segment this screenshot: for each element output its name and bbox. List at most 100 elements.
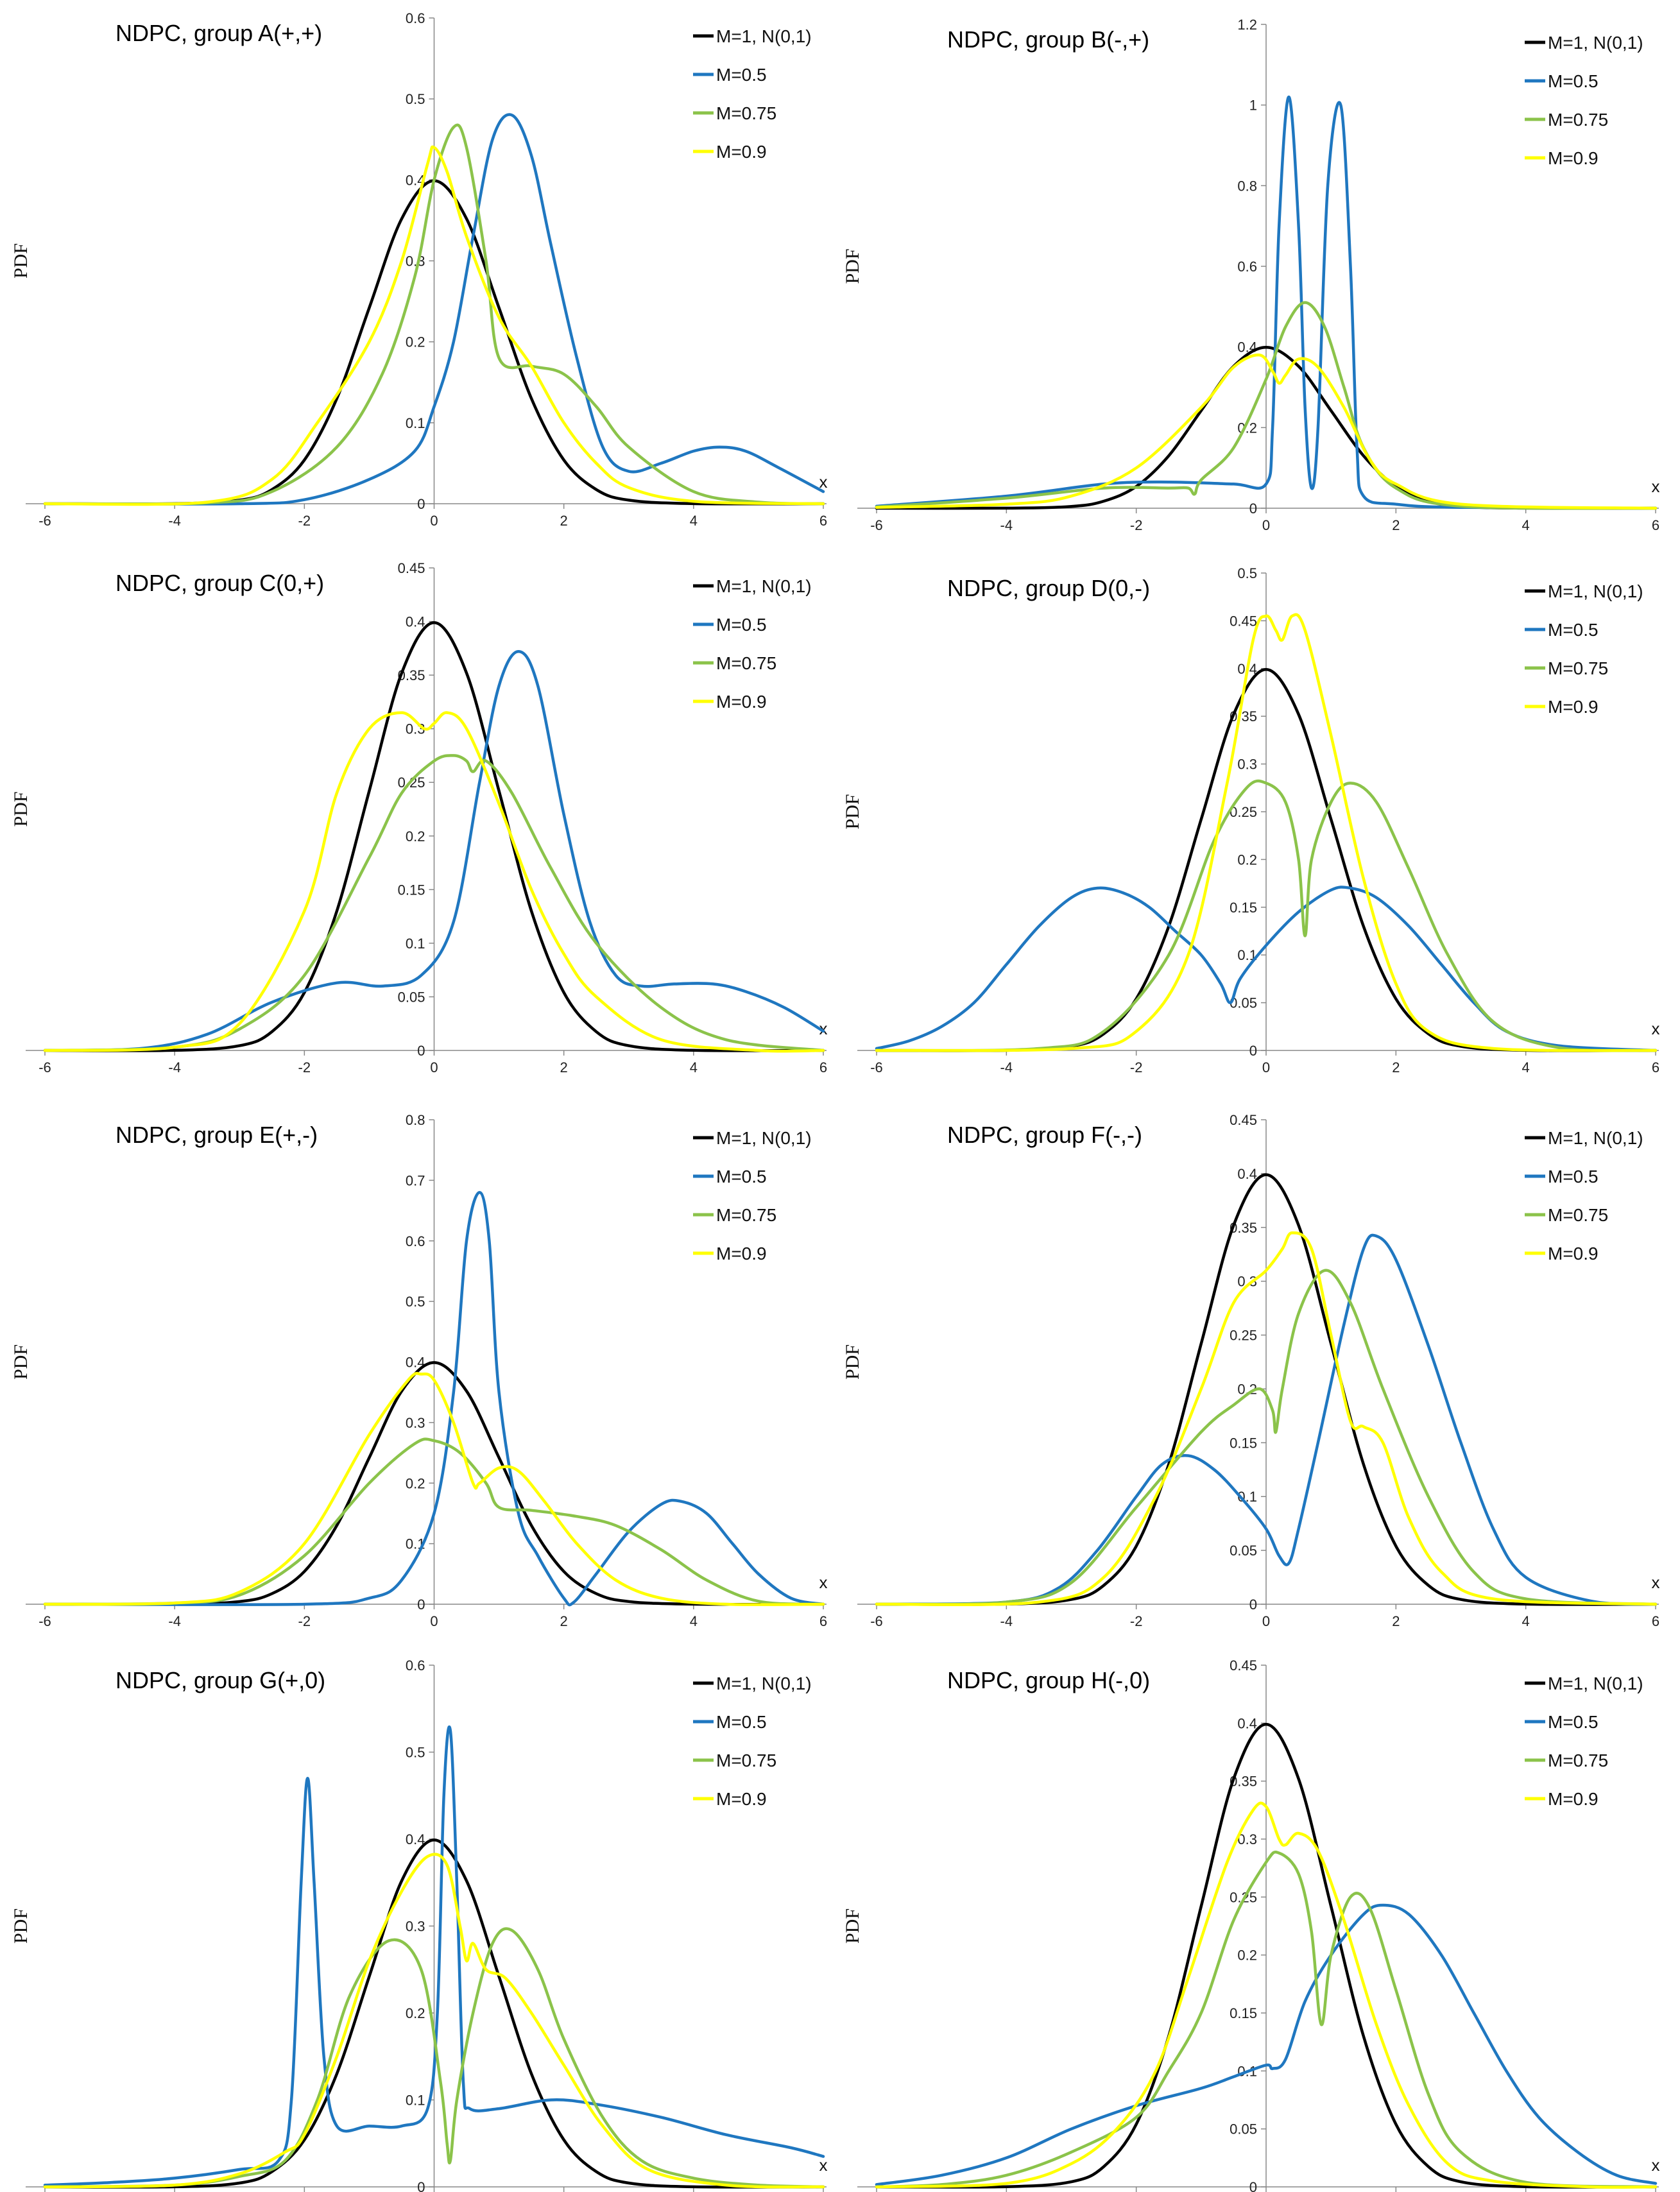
y-tick-label: 0.2 — [1237, 1948, 1257, 1964]
series-line-2 — [43, 650, 825, 1052]
series-line-4 — [875, 353, 1658, 510]
legend-label: M=0.9 — [1548, 697, 1599, 717]
legend-label: M=0.75 — [716, 653, 776, 673]
series-line-1 — [875, 1173, 1658, 1606]
legend-label: M=0.5 — [716, 65, 767, 85]
x-tick-label: -4 — [168, 1613, 181, 1629]
chart-panel-1: NDPC, group A(+,+)00.10.20.30.40.50.6-6-… — [10, 10, 828, 529]
series-line-4 — [43, 1853, 825, 2189]
series-line-4 — [875, 613, 1658, 1052]
x-tick-label: 2 — [560, 1613, 568, 1629]
series-line-1 — [43, 1361, 825, 1606]
legend-label: M=0.75 — [716, 103, 776, 123]
legend-label: M=0.5 — [716, 615, 767, 635]
x-tick-label: -2 — [298, 1613, 311, 1629]
x-tick-label: 0 — [1262, 517, 1270, 533]
x-tick-label: 4 — [1522, 1613, 1530, 1629]
series-line-1 — [875, 668, 1658, 1052]
series-line-2 — [875, 1233, 1658, 1606]
chart-panel-6: NDPC, group F(-,-)00.050.10.150.20.250.3… — [842, 1112, 1660, 1629]
x-tick-label: 2 — [1392, 517, 1400, 533]
legend-label: M=0.5 — [1548, 71, 1599, 91]
y-axis-label: PDF — [842, 248, 863, 284]
y-axis-label: PDF — [10, 243, 31, 278]
y-tick-label: 0.6 — [406, 1657, 425, 1674]
y-tick-label: 0.45 — [1230, 1112, 1257, 1128]
y-axis-label: PDF — [842, 794, 863, 829]
chart-panel-3: NDPC, group C(0,+)00.050.10.150.20.250.3… — [10, 560, 828, 1075]
chart-title: NDPC, group D(0,-) — [947, 575, 1150, 601]
x-tick-label: 4 — [1522, 517, 1530, 533]
legend-label: M=0.5 — [1548, 1167, 1599, 1186]
x-axis-label: x — [819, 2155, 828, 2175]
y-tick-label: 0 — [417, 2179, 425, 2192]
legend-label: M=0.75 — [1548, 110, 1608, 130]
legend-label: M=1, N(0,1) — [1548, 581, 1643, 601]
y-tick-label: 0 — [1249, 2179, 1257, 2192]
y-axis-label: PDF — [10, 1908, 31, 1944]
legend-label: M=0.5 — [1548, 620, 1599, 640]
y-tick-label: 0 — [1249, 501, 1257, 517]
series-line-1 — [875, 1722, 1658, 2189]
y-tick-label: 0.1 — [406, 2093, 425, 2109]
legend-label: M=0.75 — [1548, 658, 1608, 678]
series-line-2 — [43, 1191, 825, 1607]
x-tick-label: -2 — [1130, 1613, 1143, 1629]
legend-label: M=0.9 — [716, 142, 767, 162]
legend-label: M=0.75 — [1548, 1751, 1608, 1770]
x-tick-label: 6 — [1652, 1059, 1659, 1075]
x-axis-label: x — [1652, 1019, 1660, 1038]
legend-label: M=0.9 — [1548, 148, 1599, 168]
y-tick-label: 0.15 — [1230, 2005, 1257, 2021]
y-tick-label: 0.4 — [406, 614, 425, 630]
x-axis-label: x — [1652, 477, 1660, 496]
x-tick-label: -4 — [1000, 517, 1013, 533]
x-tick-label: -6 — [870, 1613, 883, 1629]
y-tick-label: 0.2 — [406, 334, 425, 350]
y-tick-label: 0.2 — [406, 828, 425, 844]
y-axis-label: PDF — [10, 791, 31, 826]
series-line-2 — [875, 886, 1658, 1052]
x-tick-label: 0 — [430, 513, 438, 529]
chart-title: NDPC, group B(-,+) — [947, 26, 1149, 53]
legend-label: M=0.9 — [1548, 1244, 1599, 1263]
y-tick-label: 0.2 — [1237, 852, 1257, 868]
chart-title: NDPC, group G(+,0) — [116, 1667, 325, 1693]
chart-panel-2: NDPC, group B(-,+)00.20.40.60.811.2-6 -4-… — [842, 17, 1660, 533]
x-tick-label: -6 — [870, 1059, 883, 1075]
y-tick-label: 0.4 — [1237, 1715, 1257, 1731]
series-line-3 — [43, 754, 825, 1052]
y-tick-label: 0.3 — [1237, 757, 1257, 773]
x-tick-label: -4 — [1000, 1059, 1013, 1075]
legend-label: M=1, N(0,1) — [716, 1128, 812, 1148]
y-tick-label: 0.25 — [1230, 1328, 1257, 1344]
y-tick-label: 0.05 — [1230, 1543, 1257, 1559]
y-axis-label: PDF — [842, 1908, 863, 1944]
y-tick-label: 0.2 — [406, 1475, 425, 1491]
x-tick-label: -2 — [298, 1059, 311, 1075]
legend-label: M=1, N(0,1) — [716, 1674, 812, 1693]
y-tick-label: 0.25 — [1230, 804, 1257, 820]
legend-label: M=0.5 — [716, 1712, 767, 1732]
y-tick-label: 0.6 — [406, 1233, 425, 1249]
x-tick-label: 4 — [1522, 1059, 1530, 1075]
x-tick-label: -4 — [168, 513, 181, 529]
x-tick-label: -6 — [870, 517, 883, 533]
chart-panel-8: NDPC, group H(-,0)00.050.10.150.20.250.3… — [842, 1657, 1660, 2192]
series-line-3 — [875, 779, 1658, 1052]
y-tick-label: 0.8 — [406, 1112, 425, 1128]
y-tick-label: 0.05 — [398, 989, 425, 1005]
legend-label: M=0.75 — [716, 1205, 776, 1225]
series-line-4 — [43, 1371, 825, 1606]
series-line-2 — [43, 1725, 825, 2187]
y-tick-label: 0.1 — [406, 936, 425, 952]
legend-label: M=0.9 — [716, 692, 767, 712]
x-tick-label: -6 — [39, 513, 51, 529]
legend-label: M=1, N(0,1) — [1548, 1674, 1643, 1693]
legend-label: M=0.5 — [1548, 1712, 1599, 1732]
legend-label: M=1, N(0,1) — [716, 26, 812, 46]
legend-label: M=1, N(0,1) — [716, 576, 812, 596]
y-tick-label: 0.3 — [406, 721, 425, 737]
chart-title: NDPC, group F(-,-) — [947, 1122, 1142, 1148]
